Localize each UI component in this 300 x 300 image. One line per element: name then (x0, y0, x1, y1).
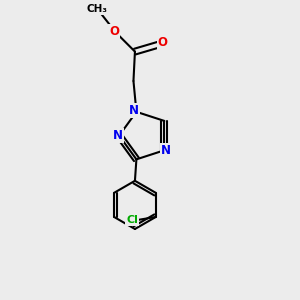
Text: O: O (158, 36, 168, 49)
Text: CH₃: CH₃ (86, 4, 107, 14)
Text: N: N (129, 104, 139, 117)
Text: N: N (161, 144, 171, 157)
Text: Cl: Cl (126, 215, 138, 225)
Text: O: O (110, 25, 119, 38)
Text: N: N (113, 129, 123, 142)
